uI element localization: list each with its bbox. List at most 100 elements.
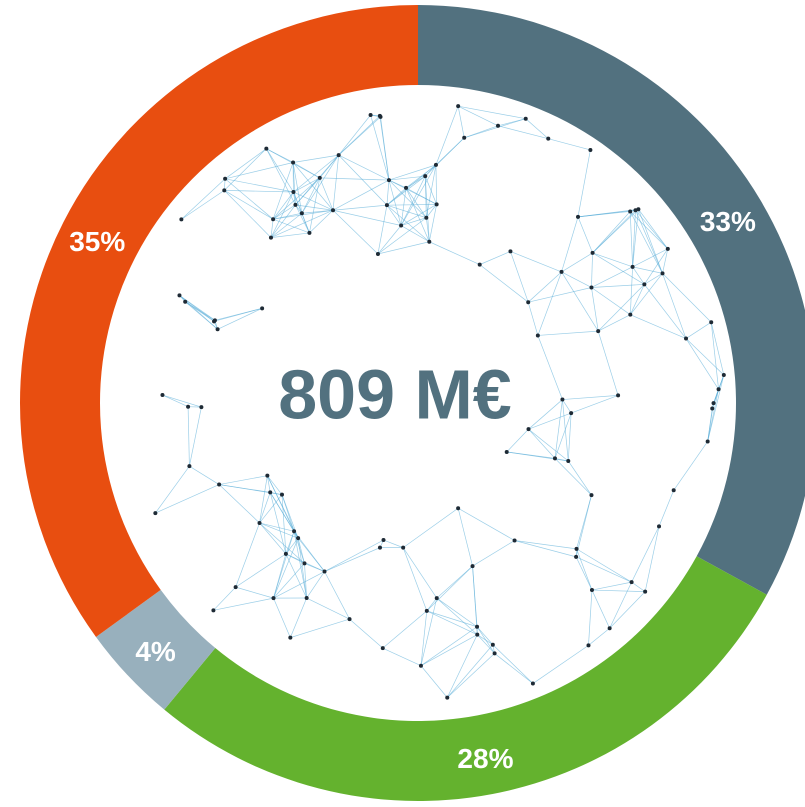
network-line: [631, 581, 646, 592]
network-node: [721, 373, 726, 378]
network-node: [490, 642, 495, 647]
network-line: [179, 295, 216, 321]
network-line: [554, 399, 563, 459]
network-node: [523, 116, 528, 121]
network-node: [368, 112, 373, 117]
network-line: [259, 522, 287, 555]
network-line: [400, 217, 427, 226]
network-line: [272, 162, 294, 220]
network-line: [420, 598, 438, 666]
network-node: [186, 404, 191, 409]
network-line: [295, 204, 334, 211]
network-line: [181, 178, 226, 220]
network-line: [644, 526, 660, 592]
network-line: [273, 563, 305, 599]
network-line: [386, 164, 437, 206]
network-node: [423, 174, 428, 179]
network-node: [566, 458, 571, 463]
network-node: [576, 214, 581, 219]
network-line: [402, 547, 438, 599]
network-node: [399, 223, 404, 228]
network-line: [267, 475, 283, 495]
network-line: [591, 581, 632, 591]
network-line: [224, 190, 294, 193]
network-line: [510, 251, 562, 273]
network-line: [435, 164, 437, 205]
network-line: [425, 164, 437, 218]
network-line: [349, 618, 383, 649]
network-node: [475, 624, 480, 629]
network-line: [382, 610, 428, 649]
network-node: [384, 203, 389, 208]
network-node: [386, 178, 391, 183]
network-line: [338, 154, 388, 206]
network-node: [401, 545, 406, 550]
network-line: [592, 252, 633, 268]
network-node: [304, 596, 309, 601]
network-node: [317, 175, 322, 180]
network-node: [187, 464, 192, 469]
network-node: [475, 632, 480, 637]
network-line: [609, 581, 632, 629]
network-line: [420, 610, 428, 666]
network-node: [179, 217, 184, 222]
network-line: [235, 522, 260, 588]
network-line: [324, 547, 381, 572]
network-node: [223, 176, 228, 181]
network-line: [597, 330, 619, 396]
network-node: [177, 293, 182, 298]
network-line: [528, 287, 592, 303]
network-node: [657, 524, 662, 529]
network-line: [457, 106, 465, 138]
network-line: [224, 190, 272, 238]
network-line: [571, 395, 619, 414]
network-line: [214, 308, 263, 321]
network-node: [434, 596, 439, 601]
network-line: [292, 162, 303, 214]
network-line: [332, 209, 379, 255]
network-node: [526, 427, 531, 432]
network-line: [718, 374, 725, 390]
network-line: [338, 114, 371, 156]
network-line: [225, 178, 294, 193]
network-node: [462, 135, 467, 140]
network-line: [591, 589, 646, 592]
network-line: [297, 537, 325, 572]
network-line: [662, 273, 712, 323]
network-line: [472, 566, 478, 635]
network-line: [319, 177, 334, 211]
network-node: [212, 318, 217, 323]
network-line: [405, 187, 427, 218]
network-line: [266, 148, 294, 193]
network-line: [629, 211, 633, 267]
network-node: [705, 439, 710, 444]
network-line: [269, 492, 287, 554]
network-line: [446, 634, 478, 698]
network-node: [586, 643, 591, 648]
network-line: [297, 538, 305, 564]
network-line: [635, 210, 663, 274]
network-line: [631, 526, 660, 583]
network-line: [266, 148, 294, 163]
network-line: [525, 118, 549, 139]
network-line: [266, 148, 296, 206]
network-line: [382, 647, 422, 667]
network-node: [199, 405, 204, 410]
network-line: [685, 338, 719, 390]
network-node: [268, 235, 273, 240]
network-line: [270, 209, 334, 238]
network-line: [537, 330, 599, 336]
network-line: [472, 540, 515, 567]
network-line: [662, 248, 669, 274]
network-node: [375, 251, 380, 256]
network-node: [292, 529, 297, 534]
network-node: [418, 663, 423, 668]
network-line: [575, 556, 593, 591]
network-line: [270, 212, 303, 238]
network-node: [377, 545, 382, 550]
network-line: [388, 179, 402, 226]
network-line: [295, 154, 339, 206]
network-line: [707, 408, 713, 442]
network-line: [187, 406, 190, 467]
network-node: [291, 190, 296, 195]
